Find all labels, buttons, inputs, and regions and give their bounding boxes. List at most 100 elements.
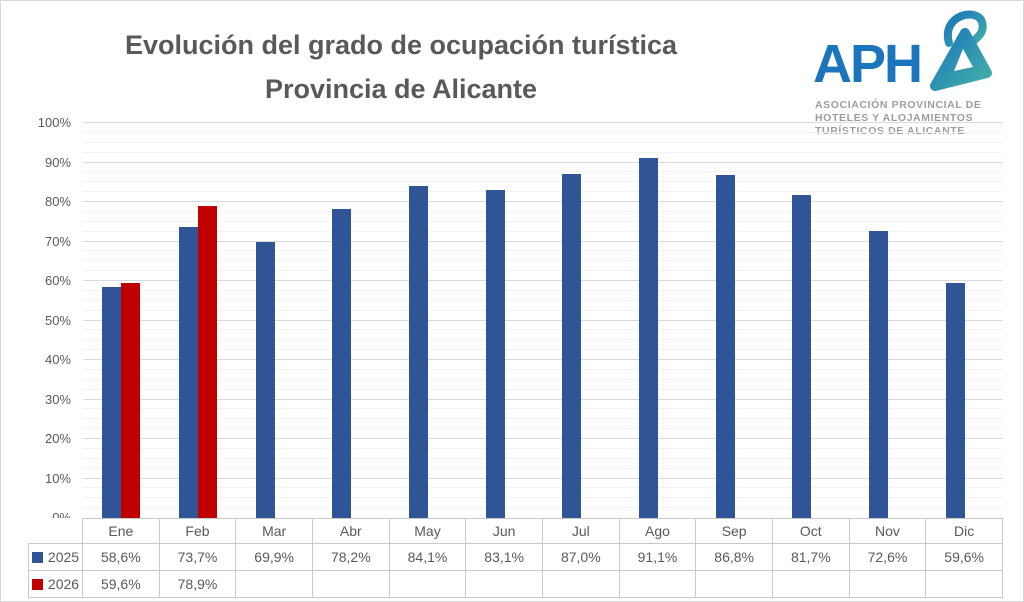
table-value-2026-oct (772, 571, 850, 598)
gridline-minor (83, 260, 1003, 262)
table-value-2025-abr: 78,2% (312, 544, 390, 571)
table-value-2025-may: 84,1% (389, 544, 467, 571)
gridline-major (83, 438, 1003, 439)
y-axis-tick-label: 90% (44, 154, 71, 170)
gridline-minor (83, 299, 1003, 301)
table-value-2025-nov: 72,6% (849, 544, 927, 571)
gridline-minor (83, 497, 1003, 499)
gridline-minor (83, 230, 1003, 232)
chart-title-line1: Evolución del grado de ocupación turísti… (124, 30, 678, 60)
gridline-minor (83, 339, 1003, 341)
data-table: Ene Feb Mar Abr May Jun Jul Ago Sep Oct Nov Dic 2025… (28, 518, 1003, 598)
table-value-2026-may (389, 571, 467, 598)
gridline-major (83, 280, 1003, 281)
gridline-minor (83, 191, 1003, 193)
bar-2026-ene (121, 282, 141, 518)
table-value-2026-sep (696, 571, 773, 598)
gridline-minor (83, 408, 1003, 410)
gridline-major (83, 477, 1003, 479)
apha-door-hanger-icon (919, 7, 997, 98)
table-value-2025-ene: 58,6% (83, 544, 160, 571)
gridline-minor (83, 447, 1003, 449)
table-value-2025-jun: 83,1% (466, 544, 543, 571)
table-header-cell-jul: Jul (542, 518, 620, 544)
table-header-cell-ago: Ago (619, 518, 697, 544)
gridline-major (83, 319, 1003, 321)
gridline-major (83, 398, 1003, 400)
table-header-cell-mar: Mar (236, 518, 313, 544)
bar-2025-ene (102, 286, 122, 518)
table-value-2026-nov (849, 571, 927, 598)
bar-2025-abr (332, 209, 352, 518)
gridline-minor (83, 220, 1003, 222)
y-axis-tick-label: 30% (44, 391, 71, 407)
y-axis-tick-label: 70% (44, 233, 71, 249)
gridline-minor (83, 171, 1003, 173)
table-value-2025-sep: 86,8% (696, 544, 773, 571)
table-value-2026-ene: 59,6% (83, 571, 160, 598)
bar-2025-jul (562, 174, 582, 518)
gridline-minor (83, 418, 1003, 420)
gridline-minor (83, 467, 1003, 469)
gridline-minor (83, 368, 1003, 370)
apha-logo-mark: APH (807, 7, 1017, 93)
table-header-cell-nov: Nov (849, 518, 927, 544)
y-axis: 0%10%20%30%40%50%60%70%80%90%100% (1, 116, 71, 525)
chart-title: Evolución del grado de ocupación turísti… (41, 23, 761, 111)
bar-2025-nov (869, 231, 888, 518)
bar-2025-oct (792, 195, 812, 518)
table-header-cell-abr: Abr (312, 518, 390, 544)
table-header-cell-may: May (389, 518, 467, 544)
apha-wordmark: APH (813, 34, 923, 94)
table-header-cell-ene: Ene (83, 518, 160, 544)
gridline-minor (83, 507, 1003, 509)
legend-label-2026: 2026 (47, 576, 80, 592)
gridline-major (83, 161, 1003, 163)
gridline-minor (83, 378, 1003, 380)
y-axis-tick-label: 60% (44, 273, 71, 288)
y-axis-tick-label: 50% (44, 312, 71, 328)
legend-label-2025: 2025 (47, 549, 80, 565)
table-header-cell-oct: Oct (772, 518, 850, 544)
gridline-minor (83, 210, 1003, 212)
bar-2026-feb (198, 206, 217, 518)
gridline-minor (83, 181, 1003, 183)
table-value-2025-feb: 73,7% (159, 544, 237, 571)
bar-2025-jun (485, 189, 505, 518)
table-header-cell-sep: Sep (696, 518, 773, 544)
table-value-2025-ago: 91,1% (619, 544, 697, 571)
plot-area (83, 122, 1003, 518)
gridline-minor (83, 329, 1003, 331)
table-corner-cell (28, 518, 83, 544)
y-axis-tick-label: 80% (44, 194, 71, 209)
gridline-minor (83, 270, 1003, 272)
bar-2025-may (409, 185, 428, 518)
gridline-minor (83, 487, 1003, 489)
gridline-minor (83, 141, 1003, 143)
gridline-major (83, 122, 1003, 123)
table-value-2026-jul (542, 571, 620, 598)
table-header-cell-dic: Dic (926, 518, 1003, 544)
table-value-2026-jun (466, 571, 543, 598)
table-value-2026-feb: 78,9% (159, 571, 237, 598)
gridline-major (83, 201, 1003, 202)
gridline-minor (83, 457, 1003, 459)
legend-cell-2026: 2026 (28, 571, 83, 598)
gridline-minor (83, 250, 1003, 252)
table-value-2026-dic (926, 571, 1003, 598)
table-value-2026-ago (619, 571, 697, 598)
bar-2025-dic (945, 282, 965, 518)
gridline-major (83, 240, 1003, 242)
gridline-minor (83, 388, 1003, 390)
y-axis-tick-label: 40% (44, 352, 71, 367)
chart-title-line2: Provincia de Alicante (264, 74, 538, 104)
apha-tagline-line3: TURÍSTICOS DE ALICANTE (815, 125, 1017, 138)
table-value-2025-dic: 59,6% (926, 544, 1003, 571)
bar-2025-sep (715, 175, 735, 518)
gridline-minor (83, 131, 1003, 133)
legend-cell-2025: 2025 (28, 544, 83, 571)
gridline-minor (83, 151, 1003, 153)
apha-logo: APH ASOCIACIÓN PROVINCIAL DE HOTELE (807, 7, 1017, 138)
table-value-2025-mar: 69,9% (236, 544, 313, 571)
